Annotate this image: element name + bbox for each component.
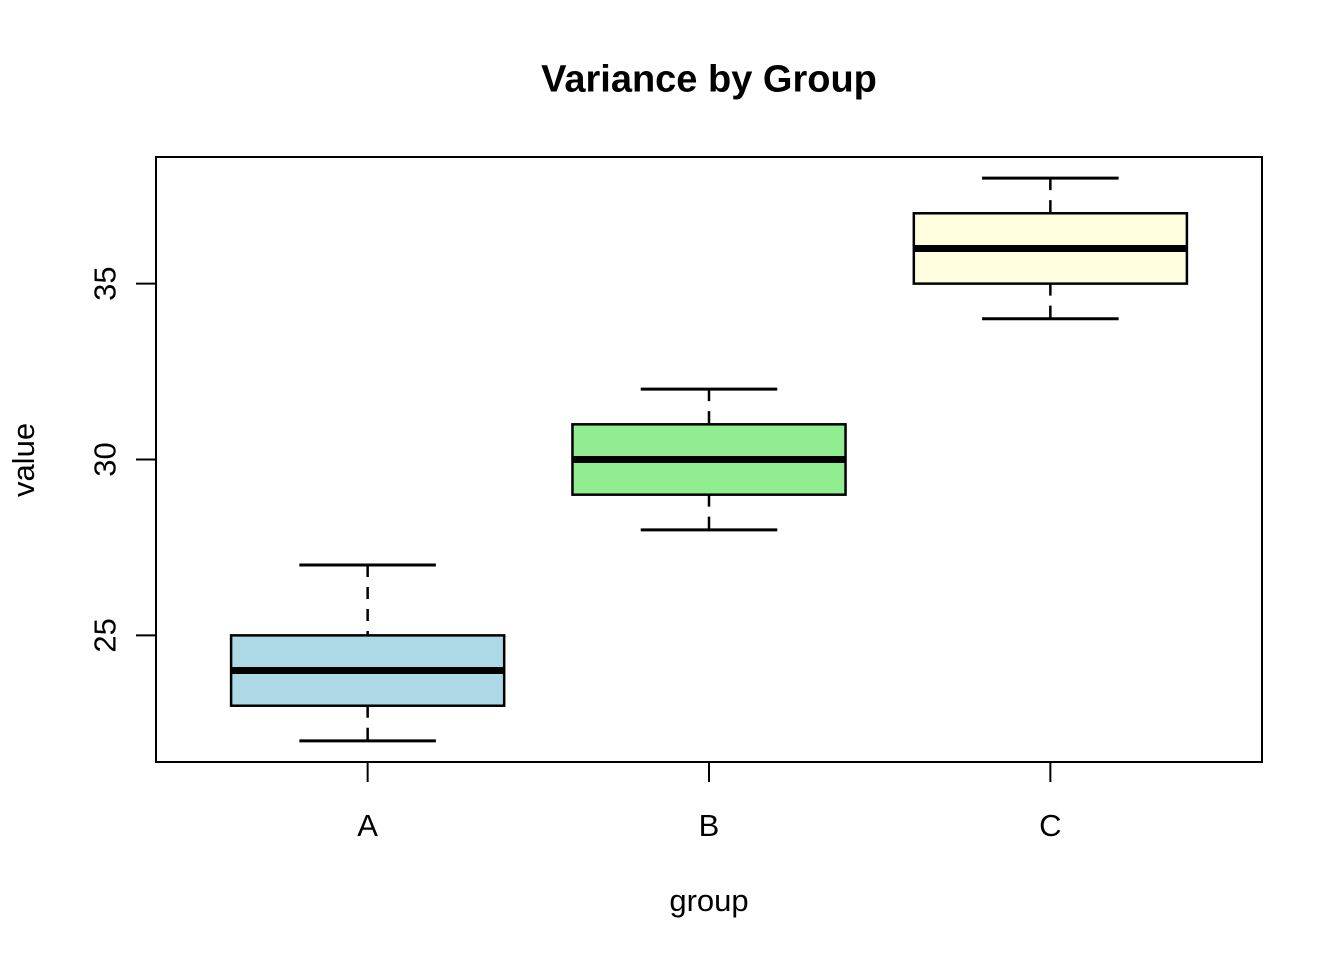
x-tick-label-C: C (1039, 808, 1061, 843)
chart-title: Variance by Group (541, 58, 877, 101)
x-axis-label: group (669, 883, 749, 918)
y-axis-label: value (6, 422, 41, 498)
x-tick-label-B: B (699, 808, 720, 843)
y-tick-label-35: 35 (88, 266, 123, 300)
y-tick-label-30: 30 (88, 442, 123, 476)
y-tick-label-25: 25 (88, 618, 123, 652)
x-tick-label-A: A (357, 808, 378, 843)
